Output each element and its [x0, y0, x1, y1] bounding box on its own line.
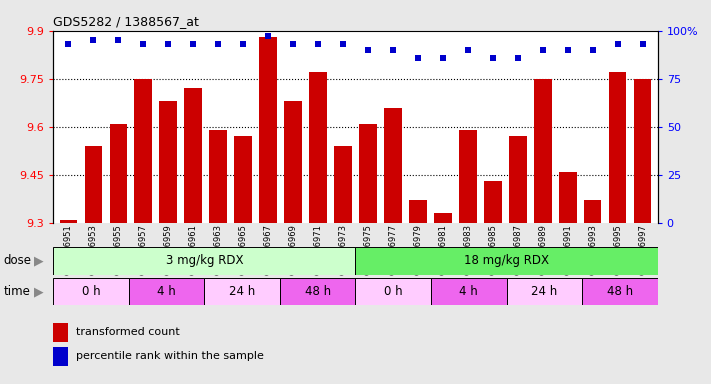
Bar	[582, 278, 658, 305]
Text: 48 h: 48 h	[305, 285, 331, 298]
Text: 18 mg/kg RDX: 18 mg/kg RDX	[464, 254, 549, 267]
Point	[612, 41, 624, 47]
Point	[163, 41, 174, 47]
Bar	[410, 200, 427, 223]
Bar	[434, 213, 451, 223]
Bar	[384, 108, 402, 223]
Point	[487, 55, 498, 61]
Text: 48 h: 48 h	[607, 285, 633, 298]
Point	[137, 41, 149, 47]
Bar	[584, 200, 602, 223]
Point	[587, 47, 599, 53]
Text: percentile rank within the sample: percentile rank within the sample	[76, 351, 264, 361]
Text: GDS5282 / 1388567_at: GDS5282 / 1388567_at	[53, 15, 199, 28]
Bar	[534, 79, 552, 223]
Bar	[210, 130, 227, 223]
Text: 24 h: 24 h	[531, 285, 557, 298]
Bar	[309, 72, 327, 223]
Point	[437, 55, 449, 61]
Bar	[60, 220, 77, 223]
Point	[387, 47, 399, 53]
Point	[112, 37, 124, 43]
Bar	[109, 124, 127, 223]
Bar	[53, 278, 129, 305]
Bar	[356, 247, 658, 275]
Bar	[159, 101, 177, 223]
Point	[562, 47, 574, 53]
Point	[462, 47, 474, 53]
Text: time: time	[4, 285, 31, 298]
Bar	[134, 79, 152, 223]
Point	[537, 47, 548, 53]
Bar	[609, 72, 626, 223]
Text: 24 h: 24 h	[229, 285, 255, 298]
Point	[262, 33, 274, 40]
Point	[213, 41, 224, 47]
Point	[237, 41, 249, 47]
Bar	[280, 278, 356, 305]
Bar	[129, 278, 205, 305]
Bar	[359, 124, 377, 223]
Point	[312, 41, 324, 47]
Bar	[284, 101, 301, 223]
Point	[63, 41, 74, 47]
Point	[512, 55, 523, 61]
Bar	[634, 79, 651, 223]
Bar	[431, 278, 506, 305]
Bar	[334, 146, 352, 223]
Bar	[53, 323, 68, 342]
Point	[287, 41, 299, 47]
Bar	[205, 278, 280, 305]
Bar	[53, 347, 68, 366]
Bar	[356, 278, 431, 305]
Text: 3 mg/kg RDX: 3 mg/kg RDX	[166, 254, 243, 267]
Point	[412, 55, 424, 61]
Text: transformed count: transformed count	[76, 327, 180, 337]
Bar	[260, 37, 277, 223]
Text: dose: dose	[4, 254, 31, 267]
Point	[363, 47, 374, 53]
Bar	[53, 247, 356, 275]
Text: ▶: ▶	[34, 285, 44, 298]
Text: 0 h: 0 h	[384, 285, 402, 298]
Text: 0 h: 0 h	[82, 285, 100, 298]
Text: 4 h: 4 h	[459, 285, 479, 298]
Text: ▶: ▶	[34, 254, 44, 267]
Bar	[85, 146, 102, 223]
Bar	[559, 172, 577, 223]
Point	[87, 37, 99, 43]
Bar	[509, 136, 527, 223]
Bar	[235, 136, 252, 223]
Bar	[459, 130, 476, 223]
Point	[188, 41, 199, 47]
Point	[337, 41, 348, 47]
Bar	[506, 278, 582, 305]
Bar	[184, 88, 202, 223]
Point	[637, 41, 648, 47]
Text: 4 h: 4 h	[157, 285, 176, 298]
Bar	[484, 181, 501, 223]
